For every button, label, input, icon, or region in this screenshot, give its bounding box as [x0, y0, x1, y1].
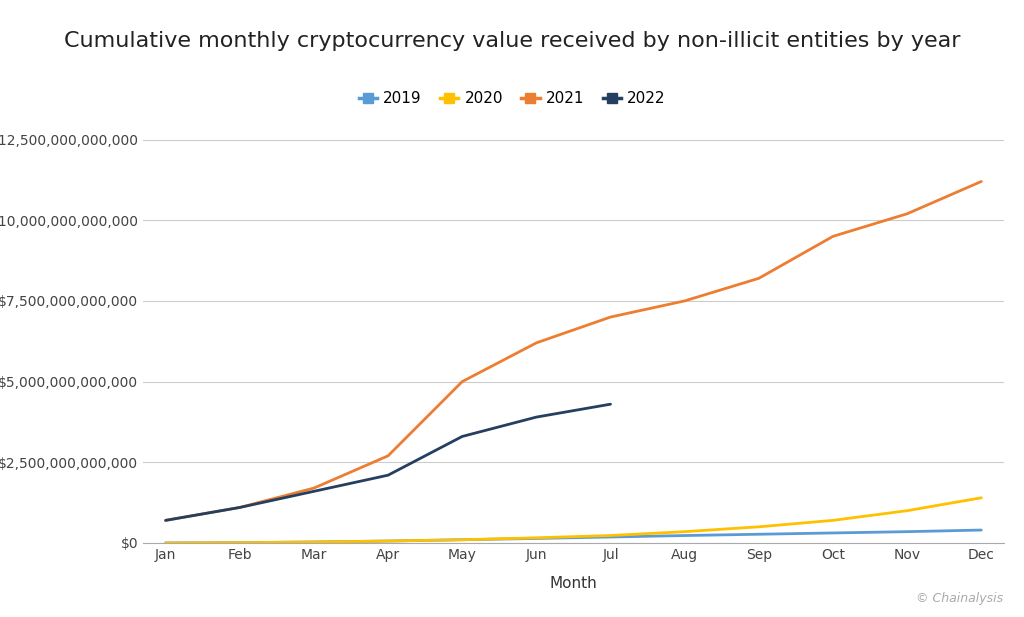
Text: © Chainalysis: © Chainalysis: [916, 592, 1004, 605]
Legend: 2019, 2020, 2021, 2022: 2019, 2020, 2021, 2022: [352, 85, 672, 112]
Text: Cumulative monthly cryptocurrency value received by non-illicit entities by year: Cumulative monthly cryptocurrency value …: [63, 31, 961, 51]
X-axis label: Month: Month: [550, 576, 597, 590]
